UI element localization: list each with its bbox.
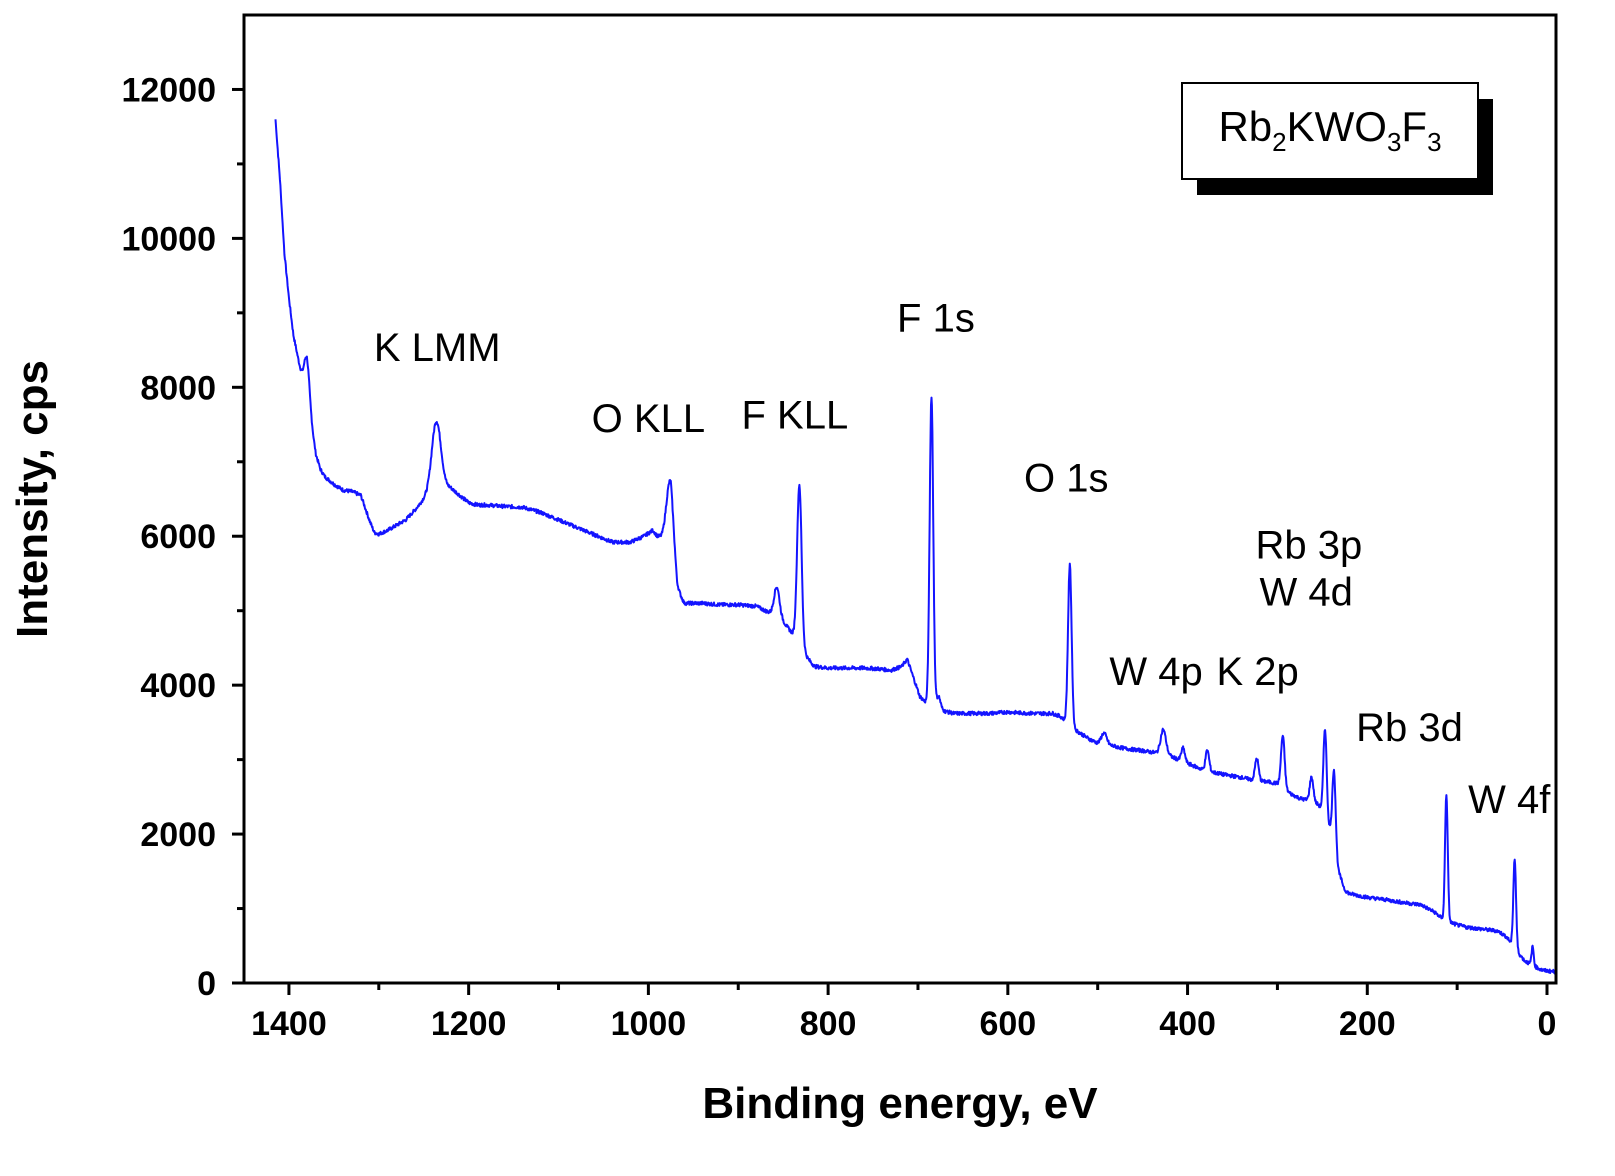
y-tick-label: 0	[197, 965, 216, 1003]
x-tick-label: 1200	[431, 1005, 507, 1043]
legend-part-kwo: KWO	[1287, 103, 1387, 150]
peak-annotation: Rb 3d	[1356, 706, 1463, 750]
legend-part-rb: Rb	[1218, 103, 1272, 150]
peak-annotations: K LMM O KLL F KLL F 1s O 1s Rb 3pW 4d W 4p K 2p…	[374, 296, 1551, 822]
legend-label: Rb2KWO3F3	[1218, 103, 1441, 157]
x-tick-label: 400	[1159, 1005, 1216, 1043]
peak-annotation: F KLL	[742, 393, 849, 437]
y-tick-label: 10000	[121, 220, 216, 258]
peak-annotation: W 4p	[1109, 650, 1202, 694]
y-tick-label: 2000	[140, 816, 216, 854]
y-tick-label: 12000	[121, 71, 216, 109]
peak-annotation: K LMM	[374, 326, 501, 370]
peak-annotation: O KLL	[592, 397, 705, 441]
x-tick-label: 1000	[611, 1005, 687, 1043]
series-layer	[274, 119, 1557, 975]
x-axis-title: Binding energy, eV	[702, 1079, 1098, 1128]
peak-annotation: K 2p	[1217, 650, 1299, 694]
legend-sub-2: 3	[1387, 127, 1401, 157]
peak-annotation: F 1s	[897, 296, 975, 340]
x-tick-label: 600	[979, 1005, 1036, 1043]
legend-sub-3: 3	[1427, 127, 1441, 157]
y-axis-ticks: 0 2000 4000 6000 8000 10000 12000	[121, 71, 244, 1003]
legend-sub-1: 2	[1272, 127, 1286, 157]
x-tick-label: 0	[1538, 1005, 1557, 1043]
peak-annotation: Rb 3p	[1256, 524, 1363, 568]
y-axis-title: Intensity, cps	[8, 360, 57, 638]
legend-box	[1181, 82, 1479, 180]
peak-annotation: W 4f	[1468, 778, 1551, 822]
y-tick-label: 8000	[140, 369, 216, 407]
x-tick-label: 200	[1339, 1005, 1396, 1043]
x-axis-ticks: 1400 1200 1000 800 600 400 200 0	[251, 983, 1556, 1043]
legend-part-f: F	[1401, 103, 1427, 150]
legend: Rb2KWO3F3	[1181, 82, 1493, 195]
series-line-0	[274, 119, 1557, 975]
y-tick-label: 4000	[140, 667, 216, 705]
peak-annotation: W 4d	[1260, 570, 1353, 614]
x-tick-label: 1400	[251, 1005, 327, 1043]
peak-annotation: O 1s	[1024, 457, 1108, 501]
plot-area-frame	[242, 13, 1558, 985]
y-tick-label: 6000	[140, 518, 216, 556]
x-tick-label: 800	[800, 1005, 857, 1043]
